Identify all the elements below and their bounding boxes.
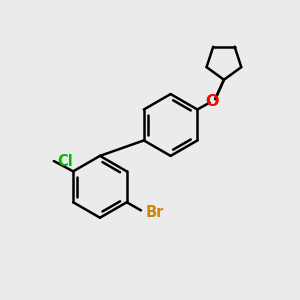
Text: Cl: Cl xyxy=(58,154,74,169)
Text: Br: Br xyxy=(146,205,164,220)
Text: O: O xyxy=(206,94,219,109)
